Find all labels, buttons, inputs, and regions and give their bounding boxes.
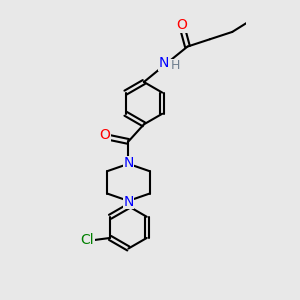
Text: O: O <box>177 18 188 32</box>
Text: Cl: Cl <box>80 232 94 247</box>
Text: H: H <box>171 59 180 72</box>
Text: N: N <box>123 156 134 170</box>
Text: O: O <box>99 128 110 142</box>
Text: N: N <box>123 195 134 209</box>
Text: N: N <box>159 56 169 70</box>
